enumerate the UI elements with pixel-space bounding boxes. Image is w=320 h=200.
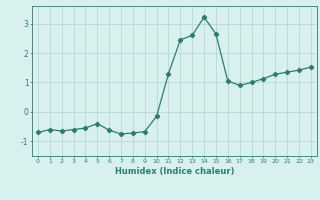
X-axis label: Humidex (Indice chaleur): Humidex (Indice chaleur): [115, 167, 234, 176]
